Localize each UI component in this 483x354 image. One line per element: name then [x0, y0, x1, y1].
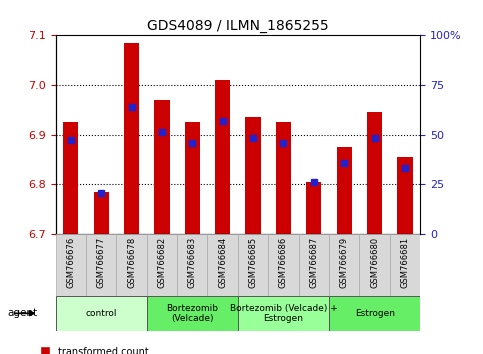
Text: Estrogen: Estrogen [355, 309, 395, 318]
Bar [147, 296, 238, 331]
Text: agent: agent [7, 308, 37, 318]
Text: GSM766678: GSM766678 [127, 237, 136, 288]
Bar [245, 117, 261, 234]
Bar [367, 112, 382, 234]
Bar [124, 43, 139, 234]
Bar [359, 234, 390, 296]
Text: GSM766686: GSM766686 [279, 237, 288, 288]
Bar [238, 234, 268, 296]
Text: GSM766682: GSM766682 [157, 237, 167, 288]
Bar [329, 234, 359, 296]
Text: GSM766683: GSM766683 [188, 237, 197, 288]
Text: Bortezomib (Velcade) +
Estrogen: Bortezomib (Velcade) + Estrogen [229, 304, 337, 323]
Bar [208, 234, 238, 296]
Text: GSM766676: GSM766676 [66, 237, 75, 288]
Bar [185, 122, 200, 234]
Bar [329, 296, 420, 331]
Bar [268, 234, 298, 296]
Text: Bortezomib
(Velcade): Bortezomib (Velcade) [166, 304, 218, 323]
Bar [337, 147, 352, 234]
Bar [147, 234, 177, 296]
Bar [56, 234, 86, 296]
Bar [94, 192, 109, 234]
Text: GSM766679: GSM766679 [340, 237, 349, 288]
Bar [116, 234, 147, 296]
Bar [306, 182, 322, 234]
Text: control: control [85, 309, 117, 318]
Bar [390, 234, 420, 296]
Bar [276, 122, 291, 234]
Bar [56, 296, 147, 331]
Bar [398, 157, 412, 234]
Text: GSM766687: GSM766687 [309, 237, 318, 288]
Bar [298, 234, 329, 296]
Bar [238, 296, 329, 331]
Text: GSM766677: GSM766677 [97, 237, 106, 288]
Bar [154, 100, 170, 234]
Bar [63, 122, 78, 234]
Bar [86, 234, 116, 296]
Text: GSM766680: GSM766680 [370, 237, 379, 288]
Text: GSM766681: GSM766681 [400, 237, 410, 288]
Title: GDS4089 / ILMN_1865255: GDS4089 / ILMN_1865255 [147, 19, 329, 33]
Bar [177, 234, 208, 296]
Text: GSM766684: GSM766684 [218, 237, 227, 288]
Bar [215, 80, 230, 234]
Text: GSM766685: GSM766685 [249, 237, 257, 288]
Legend: transformed count, percentile rank within the sample: transformed count, percentile rank withi… [36, 343, 227, 354]
